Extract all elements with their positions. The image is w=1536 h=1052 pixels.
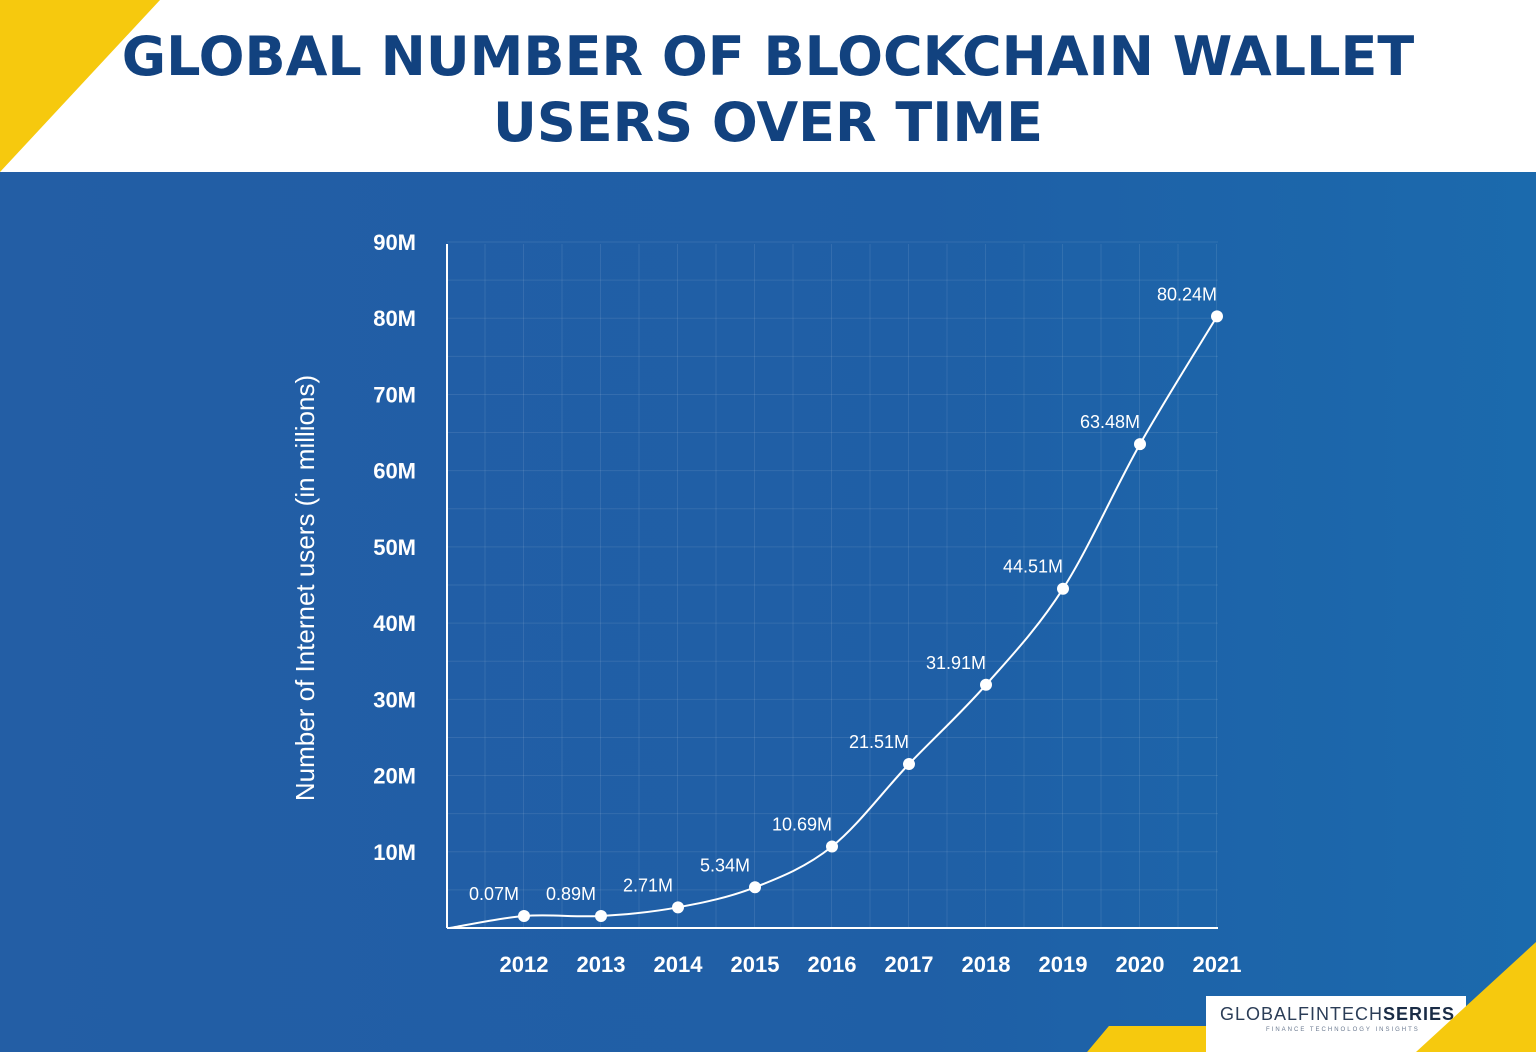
data-point [672,901,684,914]
data-label: 0.07M [469,884,519,904]
data-label: 31.91M [926,653,986,673]
x-tick-label: 2019 [1039,952,1088,977]
y-tick-label: 20M [373,764,416,789]
data-point [826,840,838,853]
corner-accent-bottom-right [1416,942,1536,1052]
corner-accent-top-left [0,0,160,172]
data-label: 5.34M [700,855,750,875]
data-points [518,310,1223,922]
x-tick-label: 2014 [654,952,704,977]
data-label: 2.71M [623,875,673,895]
grid [447,241,1218,928]
y-tick-label: 60M [373,459,416,484]
x-tick-label: 2018 [962,952,1011,977]
data-labels: 0.07M 0.89M 2.71M 5.34M 10.69M 21.51M 31.91M 44… [469,284,1217,904]
y-tick-labels: 10M 20M 30M 40M 50M 60M 70M 80M 90M [373,230,416,865]
data-label: 44.51M [1003,557,1063,577]
title-line-1: GLOBAL NUMBER OF BLOCKCHAIN WALLET [121,25,1415,88]
x-tick-label: 2021 [1193,952,1242,977]
header: GLOBAL NUMBER OF BLOCKCHAIN WALLET USERS… [0,0,1536,172]
data-label: 63.48M [1080,412,1140,432]
y-axis-label: Number of Internet users (in millions) [290,375,320,801]
y-tick-label: 50M [373,535,416,560]
y-tick-label: 30M [373,687,416,712]
data-point [903,758,915,771]
data-point [980,678,992,691]
y-tick-label: 70M [373,382,416,407]
data-point [749,881,761,894]
data-point [1211,310,1223,323]
x-tick-label: 2017 [885,952,934,977]
chart-panel [0,172,1536,1052]
data-label: 80.24M [1157,284,1217,304]
y-tick-label: 80M [373,306,416,331]
logo-tagline: FINANCE TECHNOLOGY INSIGHTS [1266,1027,1420,1033]
x-tick-label: 2013 [577,952,626,977]
page-title: GLOBAL NUMBER OF BLOCKCHAIN WALLET USERS… [0,24,1536,156]
data-point [1057,582,1069,595]
x-tick-label: 2015 [731,952,780,977]
logo-prefix: GLOBALFINTECH [1220,1004,1384,1024]
x-tick-label: 2020 [1116,952,1165,977]
x-tick-labels: 2012 2013 2014 2015 2016 2017 2018 2019 2020 2021 [500,952,1242,977]
data-label: 0.89M [546,884,596,904]
y-tick-label: 40M [373,611,416,636]
title-line-2: USERS OVER TIME [493,91,1043,154]
x-tick-label: 2012 [500,952,549,977]
x-tick-label: 2016 [808,952,857,977]
series-line [449,315,1218,929]
data-point [595,910,607,922]
y-tick-label: 90M [373,230,416,255]
data-point [518,910,530,922]
data-label: 10.69M [772,815,832,835]
data-label: 21.51M [849,732,909,752]
y-tick-label: 10M [373,840,416,865]
data-point [1134,438,1146,451]
